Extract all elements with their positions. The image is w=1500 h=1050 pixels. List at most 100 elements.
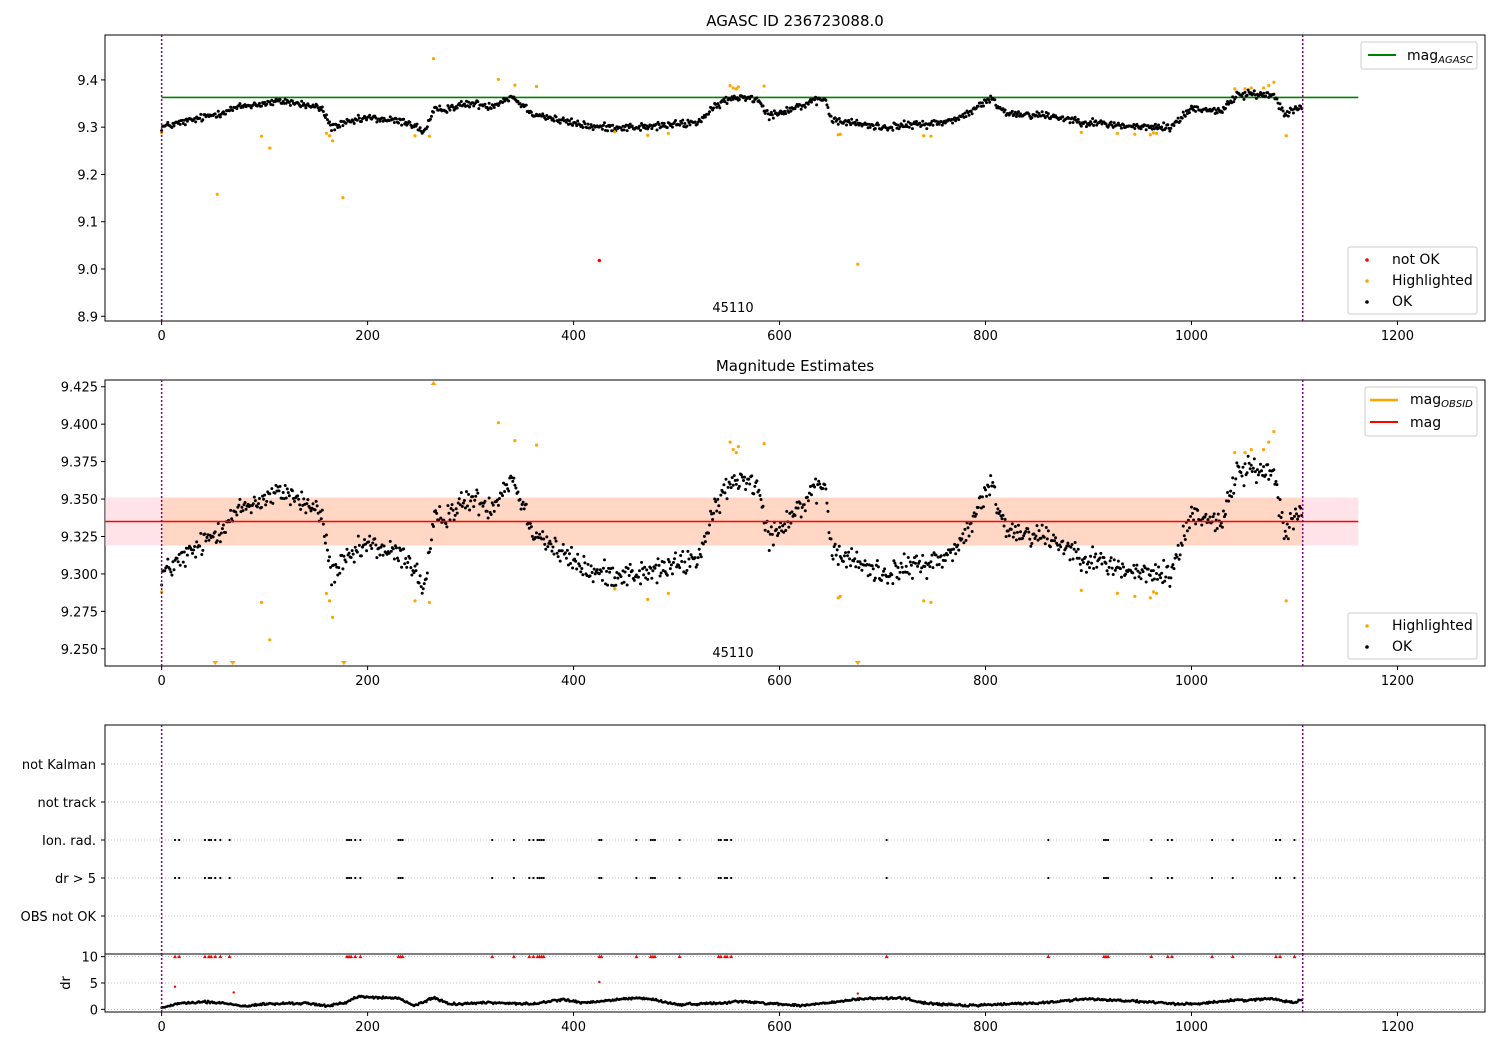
ok-point <box>988 100 992 104</box>
flag-label-ion-rad: Ion. rad. <box>42 834 96 849</box>
dr-gt-5-flag <box>401 876 404 880</box>
ion-rad-flag <box>1170 838 1174 842</box>
ok-point <box>1095 565 1099 569</box>
x-tick-label: 200 <box>355 674 380 689</box>
ok-point <box>231 109 235 113</box>
ok-point <box>893 561 897 565</box>
dr-point <box>205 1001 209 1005</box>
ok-point <box>846 554 850 558</box>
ok-point <box>744 488 748 492</box>
ok-point <box>359 119 363 123</box>
ok-point <box>1144 128 1148 132</box>
ok-point <box>655 581 659 585</box>
ok-point <box>774 527 778 531</box>
ok-point <box>561 542 565 546</box>
ok-point <box>1156 577 1160 581</box>
ok-point <box>357 116 361 120</box>
ok-point <box>678 566 682 570</box>
ok-point <box>637 124 641 128</box>
ok-point <box>315 104 319 108</box>
ok-point <box>446 504 450 508</box>
ok-point <box>688 123 692 127</box>
dr-outlier-point <box>856 992 860 995</box>
ok-point <box>203 532 207 536</box>
ok-point <box>427 550 431 554</box>
clipped-low-marker <box>212 661 219 665</box>
ok-point <box>1044 525 1048 529</box>
ok-point <box>1006 529 1010 533</box>
ok-point <box>1168 129 1172 133</box>
ok-point <box>1160 571 1164 575</box>
ok-point <box>451 508 455 512</box>
ok-point <box>829 114 833 118</box>
ok-point <box>221 110 225 114</box>
dr-point <box>380 997 384 1000</box>
ok-point <box>400 565 404 569</box>
y-tick-label: 9.325 <box>61 530 98 545</box>
ok-point <box>687 557 691 561</box>
ok-point <box>595 568 599 572</box>
flags-panel: not Kalman not track Ion. rad. dr > 5 OB… <box>21 724 1486 955</box>
ok-point <box>1014 538 1018 542</box>
ok-point <box>1099 551 1103 555</box>
ok-point <box>769 110 773 114</box>
ok-point <box>781 524 785 528</box>
ok-point <box>993 98 997 102</box>
ok-point <box>321 522 325 526</box>
highlighted-point <box>929 134 933 138</box>
ok-point <box>1203 515 1207 519</box>
ok-point <box>928 565 932 569</box>
ok-point <box>898 570 902 574</box>
ok-point <box>528 521 532 525</box>
ok-point <box>730 476 734 480</box>
ok-point <box>268 492 272 496</box>
ok-point <box>199 112 203 116</box>
ok-point <box>716 497 720 501</box>
ok-point <box>906 555 910 559</box>
ok-point <box>881 573 885 577</box>
ion-rad-flag <box>649 838 652 842</box>
dr-clipped-marker <box>1278 954 1283 959</box>
ok-point <box>1160 125 1164 129</box>
ok-point <box>1040 110 1044 114</box>
ok-point <box>1245 93 1249 97</box>
ok-point <box>229 105 233 109</box>
dr-clipped-marker <box>173 954 178 959</box>
ok-point <box>1272 468 1276 472</box>
ok-point <box>827 531 831 535</box>
ok-point <box>492 105 496 109</box>
ok-point <box>195 540 199 544</box>
ok-point <box>313 508 317 512</box>
ok-point <box>646 577 650 581</box>
ok-point <box>449 506 453 510</box>
highlighted-point <box>1243 451 1247 455</box>
ok-point <box>802 503 806 507</box>
ok-point <box>271 103 275 107</box>
highlighted-point <box>1233 87 1237 91</box>
ok-point <box>669 563 673 567</box>
dr-clipped-marker <box>1169 954 1174 959</box>
ok-point <box>1081 561 1085 565</box>
ok-point <box>1014 114 1018 118</box>
ok-point <box>949 551 953 555</box>
ok-point <box>1240 94 1244 98</box>
dr-gt-5-flag <box>1106 876 1110 880</box>
ok-point <box>814 95 818 99</box>
ok-point <box>627 573 631 577</box>
ok-point <box>1189 505 1193 509</box>
ok-point <box>277 489 281 493</box>
ion-rad-flag <box>203 838 206 842</box>
ok-point <box>467 492 471 496</box>
ok-point <box>248 104 252 108</box>
highlighted-point <box>1249 86 1253 90</box>
ok-point <box>910 127 914 131</box>
ok-point <box>1226 490 1230 494</box>
ok-point <box>198 116 202 120</box>
ok-point <box>529 525 533 529</box>
ok-point <box>1174 553 1178 557</box>
ion-rad-flag <box>207 838 211 842</box>
ok-point <box>645 568 649 572</box>
ok-point <box>659 571 663 575</box>
dr-clipped-marker <box>358 954 363 959</box>
ok-point <box>697 547 701 551</box>
